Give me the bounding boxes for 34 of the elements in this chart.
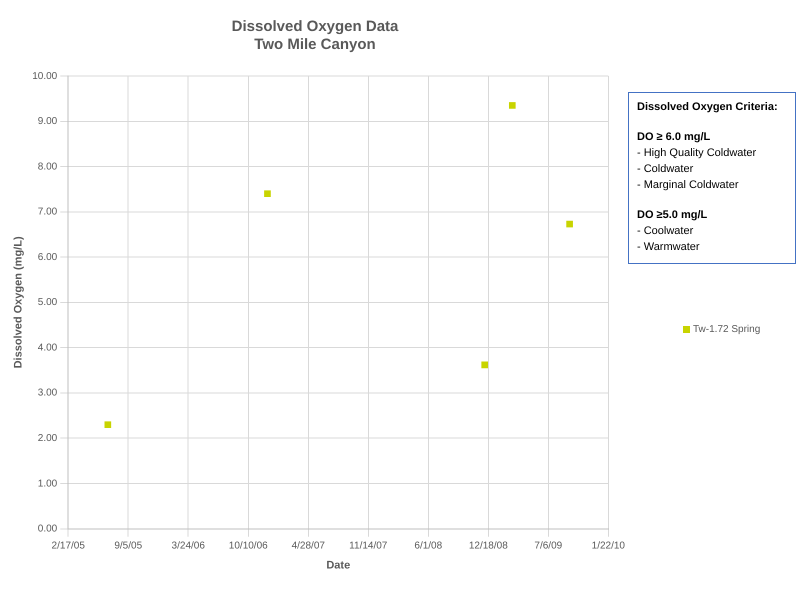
- x-axis-title: Date: [326, 559, 350, 572]
- x-tick-label: 9/5/05: [114, 540, 143, 552]
- x-tick-label: 3/24/06: [172, 540, 206, 552]
- chart-title: Dissolved Oxygen Data: [232, 18, 400, 36]
- point: [481, 362, 488, 368]
- x-tick-label: 7/6/09: [534, 540, 563, 552]
- point: [566, 220, 573, 228]
- text: Dissolved Oxygen Criteria:: [637, 100, 779, 115]
- y-tick-label: 1.00: [38, 478, 58, 490]
- x-tick-label: 11/14/07: [349, 540, 388, 552]
- text: DO ≥5.0 mg/L - Coolwater - Warmwater: [637, 208, 708, 255]
- point: [508, 102, 516, 109]
- chart-subtitle: Two Mile Canyon: [254, 36, 376, 54]
- legend-label: Tw-1.72 Spring: [693, 324, 760, 335]
- point: [104, 421, 112, 428]
- y-axis-title: Dissolved Oxygen (mg/L): [12, 236, 25, 368]
- y-tick-label: 5.00: [38, 297, 58, 308]
- y-tick-label: 7.00: [38, 206, 58, 218]
- y-tick-label: 2.00: [38, 432, 58, 444]
- x-tick-label: 1/22/10: [592, 540, 626, 552]
- y-tick-label: 10.00: [32, 70, 58, 82]
- text: DO ≥ 6.0 mg/L - High Quality Coldwater - Coldwater - Marginal Coldwater: [637, 130, 758, 193]
- x-tick-label: 6/1/08: [414, 540, 443, 552]
- y-tick-label: 3.00: [38, 388, 58, 399]
- y-tick-label: 6.00: [38, 252, 58, 263]
- x-tick-label: 4/28/07: [292, 540, 326, 552]
- x-tick-label: 10/10/06: [228, 540, 268, 552]
- x-tick-label: 2/17/05: [52, 540, 86, 552]
- x-tick-label: 12/18/08: [468, 540, 508, 552]
- y-tick-label: 4.00: [38, 342, 58, 354]
- y-tick-label: 0.00: [38, 524, 58, 535]
- point: [264, 190, 271, 198]
- y-tick-label: 8.00: [38, 161, 58, 172]
- y-tick-label: 9.00: [38, 116, 58, 128]
